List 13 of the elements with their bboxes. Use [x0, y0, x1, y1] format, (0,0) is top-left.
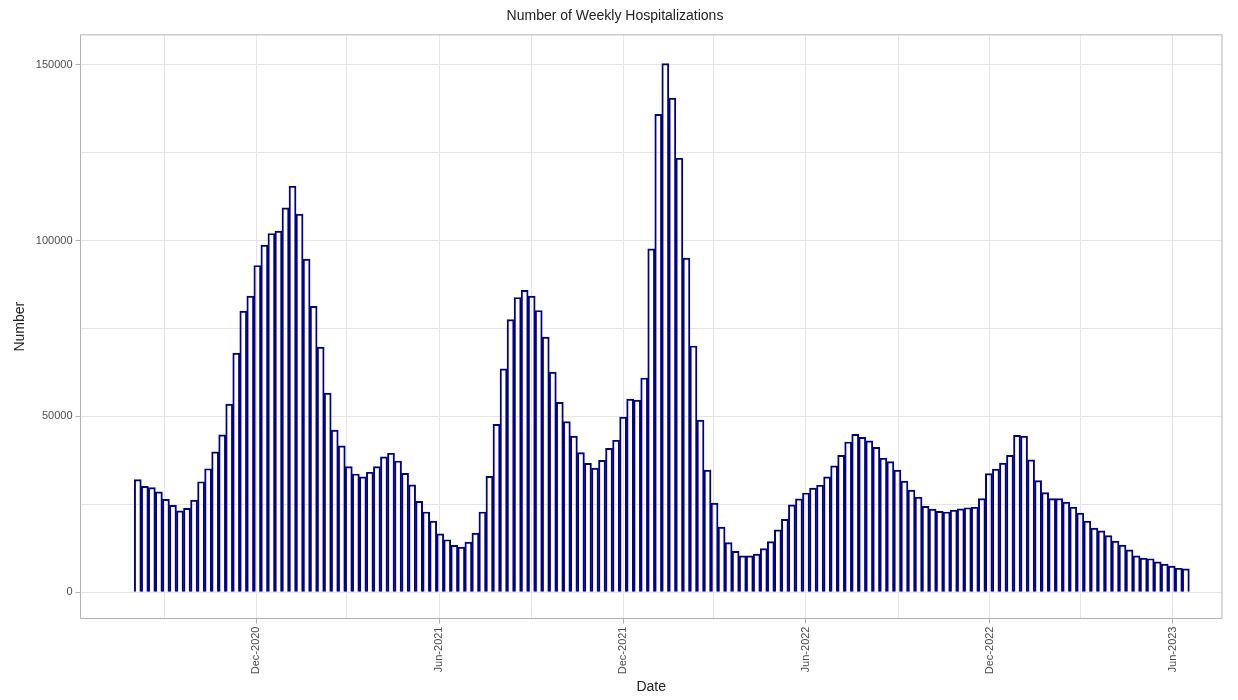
y-tick-label: 100000: [35, 233, 73, 246]
y-tick-label: 150000: [35, 57, 73, 70]
y-axis-title: Number: [11, 301, 28, 352]
x-tick-label: Jun-2023: [1165, 626, 1178, 673]
x-tick-label: Dec-2022: [982, 626, 995, 675]
x-tick-label: Dec-2021: [616, 626, 629, 675]
y-tick-label: 50000: [41, 409, 73, 422]
chart-title: Number of Weekly Hospitalizations: [506, 7, 724, 24]
x-axis-title: Date: [636, 678, 667, 695]
x-tick-label: Dec-2020: [249, 626, 262, 675]
y-tick-label: 0: [66, 585, 73, 598]
x-tick-label: Jun-2022: [799, 626, 812, 673]
x-tick-label: Jun-2021: [432, 626, 445, 673]
